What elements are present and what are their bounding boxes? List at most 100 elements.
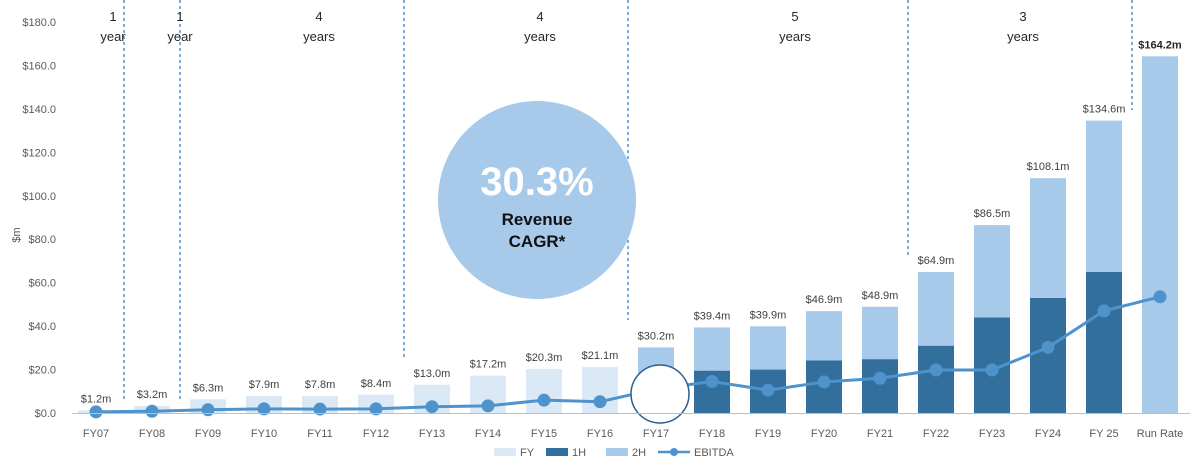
period-count: 1 (176, 9, 183, 24)
period-unit: years (779, 29, 811, 44)
period-unit: year (100, 29, 126, 44)
ebitda-point (705, 375, 719, 389)
period-unit: years (303, 29, 335, 44)
value-label: $164.2m (1138, 39, 1182, 51)
bar-1h (1086, 271, 1122, 413)
legend-marker (670, 448, 678, 456)
x-category-label: FY14 (475, 428, 501, 440)
ebitda-point (425, 400, 439, 414)
period-count: 5 (791, 9, 798, 24)
value-label: $30.2m (638, 330, 675, 342)
x-category-label: Run Rate (1137, 428, 1183, 440)
legend-label: 2H (632, 447, 646, 459)
period-count: 4 (536, 9, 543, 24)
value-label: $39.9m (750, 309, 787, 321)
x-category-label: FY12 (363, 428, 389, 440)
y-tick-label: $100.0 (22, 191, 56, 203)
legend: FY 1H 2H EBITDA (494, 447, 734, 459)
y-axis-label: $m (11, 227, 23, 242)
value-label: $3.2m (137, 389, 168, 401)
x-category-label: FY17 (643, 428, 669, 440)
x-category-label: FY10 (251, 428, 277, 440)
ebitda-point (145, 404, 159, 418)
period-unit: years (1007, 29, 1039, 44)
value-label: $8.4m (361, 378, 392, 390)
y-tick-label: $40.0 (28, 321, 56, 333)
period-count: 4 (315, 9, 322, 24)
y-tick-label: $160.0 (22, 60, 56, 72)
fy17-highlight-ring (630, 364, 690, 424)
bar-2h (1030, 178, 1066, 298)
ebitda-point (257, 402, 271, 416)
ebitda-series (89, 290, 1167, 419)
ebitda-point (593, 395, 607, 409)
cagr-label-line1: Revenue (502, 210, 573, 229)
cagr-callout: 30.3% Revenue CAGR* (438, 101, 636, 299)
ebitda-point (313, 402, 327, 416)
x-category-label: FY09 (195, 428, 221, 440)
x-category-label: FY 25 (1089, 428, 1118, 440)
ebitda-point (1097, 304, 1111, 318)
period-unit: years (524, 29, 556, 44)
value-label: $39.4m (694, 310, 731, 322)
y-tick-label: $20.0 (28, 365, 56, 377)
ebitda-point (929, 363, 943, 377)
bar-2h (1142, 56, 1178, 414)
legend-swatch (606, 448, 628, 456)
value-label: $7.8m (305, 379, 336, 391)
ebitda-point (89, 405, 103, 419)
period-count: 3 (1019, 9, 1026, 24)
x-category-label: FY16 (587, 428, 613, 440)
ebitda-point (481, 399, 495, 413)
value-label: $7.9m (249, 379, 280, 391)
legend-label: FY (520, 447, 535, 459)
x-axis-categories: FY07 FY08 FY09 FY10 FY11 FY12 FY13 FY14 FY15 FY16… (83, 428, 1183, 440)
bar-2h (694, 327, 730, 371)
ebitda-point (201, 403, 215, 417)
bar-2h (806, 311, 842, 361)
bar-2h (918, 272, 954, 346)
x-category-label: FY19 (755, 428, 781, 440)
ebitda-point (1041, 340, 1055, 354)
bar-2h (750, 326, 786, 370)
value-label: $1.2m (81, 393, 112, 405)
ebitda-point (537, 393, 551, 407)
x-category-label: FY13 (419, 428, 445, 440)
x-category-label: FY15 (531, 428, 557, 440)
x-category-label: FY24 (1035, 428, 1061, 440)
bar-1h (862, 359, 898, 413)
period-labels: 1 year 1 year 4 years 4 years 5 years 3 years (100, 9, 1039, 44)
legend-swatch (494, 448, 516, 456)
value-label: $46.9m (806, 294, 843, 306)
legend-label: 1H (572, 447, 586, 459)
legend-swatch (546, 448, 568, 456)
ebitda-point (985, 363, 999, 377)
value-label: $13.0m (414, 368, 451, 380)
period-dividers (123, 0, 1133, 400)
x-category-label: FY20 (811, 428, 837, 440)
ebitda-point (873, 371, 887, 385)
ebitda-line (95, 295, 1161, 414)
x-category-label: FY11 (307, 428, 332, 440)
y-tick-label: $120.0 (22, 147, 56, 159)
x-category-label: FY23 (979, 428, 1005, 440)
value-label: $17.2m (470, 359, 507, 371)
x-category-label: FY22 (923, 428, 949, 440)
x-category-label: FY08 (139, 428, 165, 440)
x-category-label: FY07 (83, 428, 109, 440)
value-label: $20.3m (526, 352, 563, 364)
bar-1h (1030, 297, 1066, 413)
y-tick-label: $140.0 (22, 104, 56, 116)
value-label: $21.1m (582, 350, 619, 362)
legend-label: EBITDA (694, 447, 734, 459)
y-axis-ticks: $0.0 $20.0 $40.0 $60.0 $80.0 $100.0 $120.0 $140… (22, 17, 56, 420)
value-label: $48.9m (862, 290, 899, 302)
value-label: $64.9m (918, 255, 955, 267)
bar-2h (1086, 120, 1122, 272)
value-label: $6.3m (193, 382, 224, 394)
value-label: $86.5m (974, 208, 1011, 220)
period-count: 1 (109, 9, 116, 24)
y-tick-label: $80.0 (28, 234, 56, 246)
bar-2h (862, 306, 898, 360)
